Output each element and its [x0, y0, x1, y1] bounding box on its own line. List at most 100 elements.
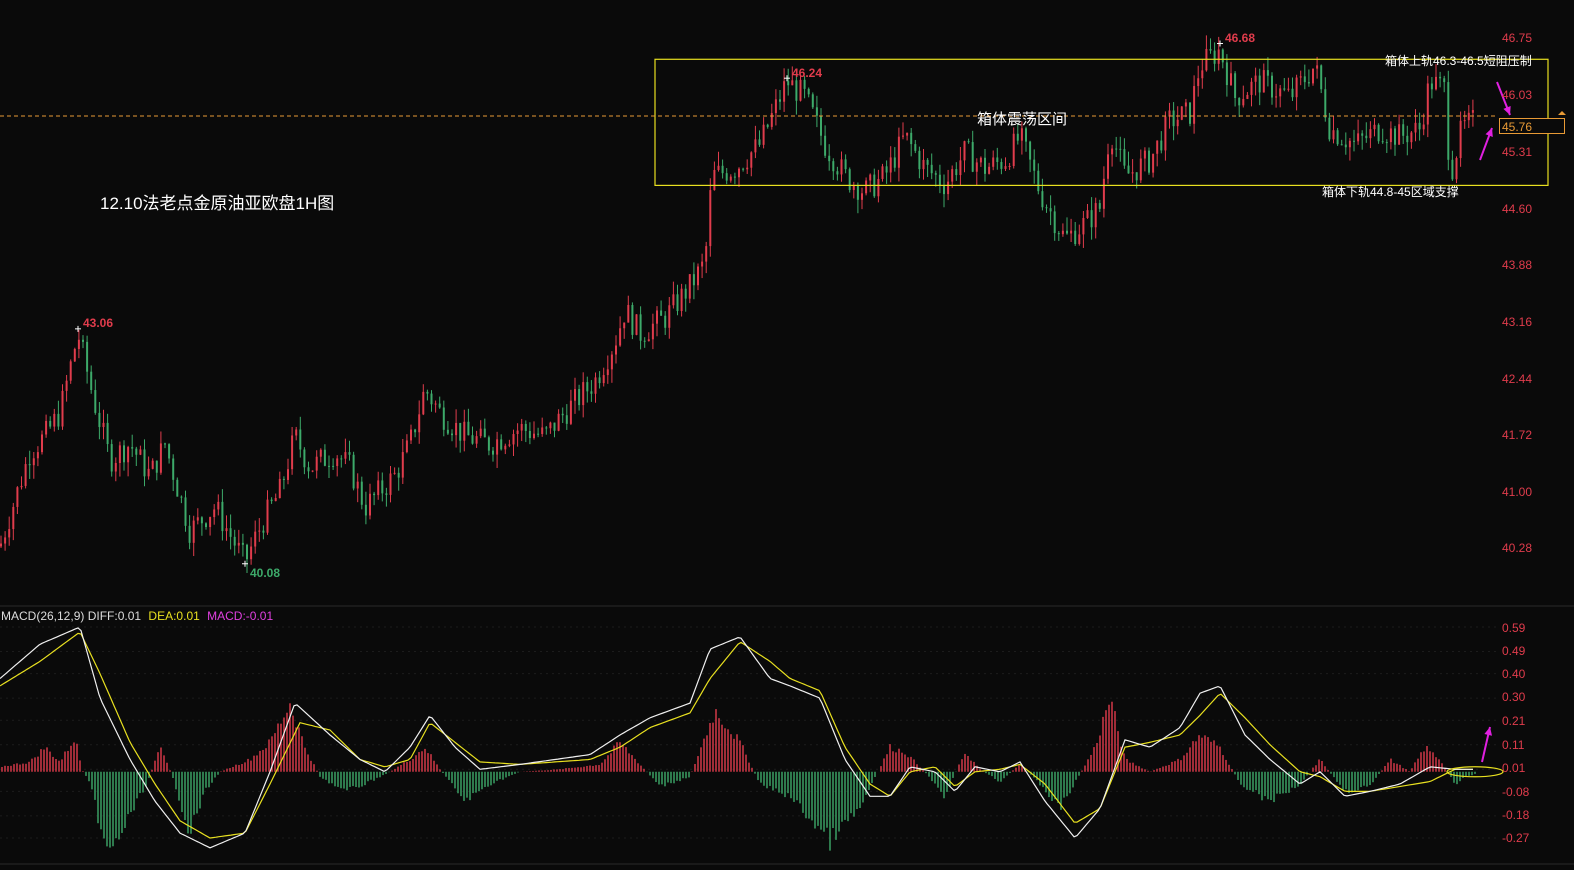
- candle-up: [1111, 148, 1114, 155]
- candle-up: [311, 470, 314, 472]
- macd-tick: 0.59: [1502, 621, 1526, 635]
- candle-up: [213, 509, 216, 518]
- candle-down: [98, 412, 101, 428]
- candle-up: [557, 413, 560, 431]
- candle-up: [1094, 203, 1097, 228]
- arrow-resistance-head: [1503, 106, 1511, 115]
- candle-up: [377, 480, 380, 496]
- price-tick: 40.28: [1502, 541, 1533, 555]
- candle-down: [1057, 233, 1060, 235]
- candle-up: [1348, 140, 1351, 148]
- candle-down: [815, 107, 818, 116]
- candle-up: [1410, 132, 1413, 143]
- candle-up: [410, 429, 412, 441]
- candle-down: [1148, 150, 1150, 173]
- candle-up: [41, 434, 43, 453]
- candle-down: [943, 185, 945, 195]
- candle-down: [360, 481, 363, 505]
- candle-up: [1369, 129, 1372, 139]
- candle-down: [832, 161, 835, 172]
- candle-up: [1164, 116, 1167, 151]
- candle-up: [799, 79, 802, 101]
- candle-up: [266, 499, 269, 533]
- candle-down: [1283, 88, 1286, 90]
- macd-tick: 0.01: [1502, 761, 1526, 775]
- candle-down: [299, 429, 302, 450]
- candle-up: [1332, 130, 1335, 140]
- candle-up: [889, 157, 892, 173]
- candle-down: [1451, 159, 1454, 180]
- macd-legend-name: MACD(26,12,9): [1, 609, 85, 623]
- candle-up: [1008, 165, 1011, 167]
- candle-up: [541, 427, 544, 434]
- candle-up: [102, 422, 105, 428]
- candle-down: [914, 144, 917, 151]
- candle-down: [934, 173, 937, 175]
- candle-down: [426, 391, 429, 394]
- candle-up: [902, 135, 904, 137]
- candle-up: [1176, 119, 1179, 127]
- candle-up: [1086, 210, 1089, 218]
- candle-up: [118, 445, 121, 464]
- current-price-tag: 45.76: [1499, 118, 1565, 134]
- candle-down: [930, 164, 933, 174]
- candle-up: [53, 413, 56, 427]
- candle-down: [844, 159, 847, 170]
- candle-up: [139, 449, 142, 455]
- candle-down: [848, 169, 851, 191]
- candle-up: [344, 452, 347, 459]
- candle-up: [549, 422, 552, 429]
- candle-up: [979, 157, 982, 163]
- candle-down: [893, 157, 896, 168]
- candle-up: [45, 420, 48, 435]
- price-tick: 42.44: [1502, 372, 1533, 386]
- candle-up: [1295, 77, 1298, 98]
- candle-down: [500, 439, 503, 450]
- annotation-arrows: [1479, 81, 1511, 763]
- candle-down: [1340, 144, 1343, 146]
- candle-down: [1225, 62, 1228, 86]
- candle-up: [1373, 124, 1376, 130]
- candle-down: [1324, 89, 1327, 118]
- macd-tick: -0.27: [1502, 831, 1530, 845]
- candle-down: [1238, 98, 1241, 106]
- candle-up: [897, 136, 900, 168]
- candle-up: [61, 390, 64, 427]
- candle-down: [803, 79, 806, 89]
- macd-tick: 0.21: [1502, 714, 1526, 728]
- candle-down: [262, 530, 265, 533]
- candle-down: [1344, 144, 1347, 148]
- candle-up: [237, 542, 240, 546]
- candle-up: [615, 345, 617, 355]
- candle-up: [1180, 106, 1183, 120]
- candle-down: [1037, 170, 1040, 192]
- candle-down: [1209, 48, 1212, 51]
- price-tick: 46.03: [1502, 88, 1533, 102]
- candle-down: [856, 185, 859, 200]
- candle-up: [1246, 94, 1249, 99]
- candle-down: [1443, 78, 1446, 83]
- candle-down: [164, 443, 166, 445]
- candle-down: [528, 430, 531, 439]
- candle-up: [258, 530, 261, 532]
- candle-up: [988, 166, 991, 174]
- candle-down: [1402, 124, 1405, 136]
- candle-up: [1168, 110, 1171, 117]
- candle-up: [1082, 217, 1085, 235]
- current-price-caret: [1558, 111, 1566, 116]
- candle-down: [414, 429, 417, 433]
- candle-down: [352, 454, 355, 489]
- candle-up: [250, 546, 253, 560]
- candle-down: [1385, 142, 1388, 144]
- candle-up: [861, 193, 863, 200]
- candle-up: [951, 169, 954, 182]
- candle-up: [1004, 166, 1007, 169]
- candle-up: [697, 266, 699, 286]
- candle-down: [131, 447, 134, 449]
- candle-down: [123, 445, 125, 463]
- candle-up: [1131, 172, 1134, 174]
- consolidation-box: [0, 58, 1566, 187]
- candle-down: [537, 433, 540, 435]
- candle-up: [1078, 234, 1081, 244]
- candle-up: [1471, 110, 1474, 113]
